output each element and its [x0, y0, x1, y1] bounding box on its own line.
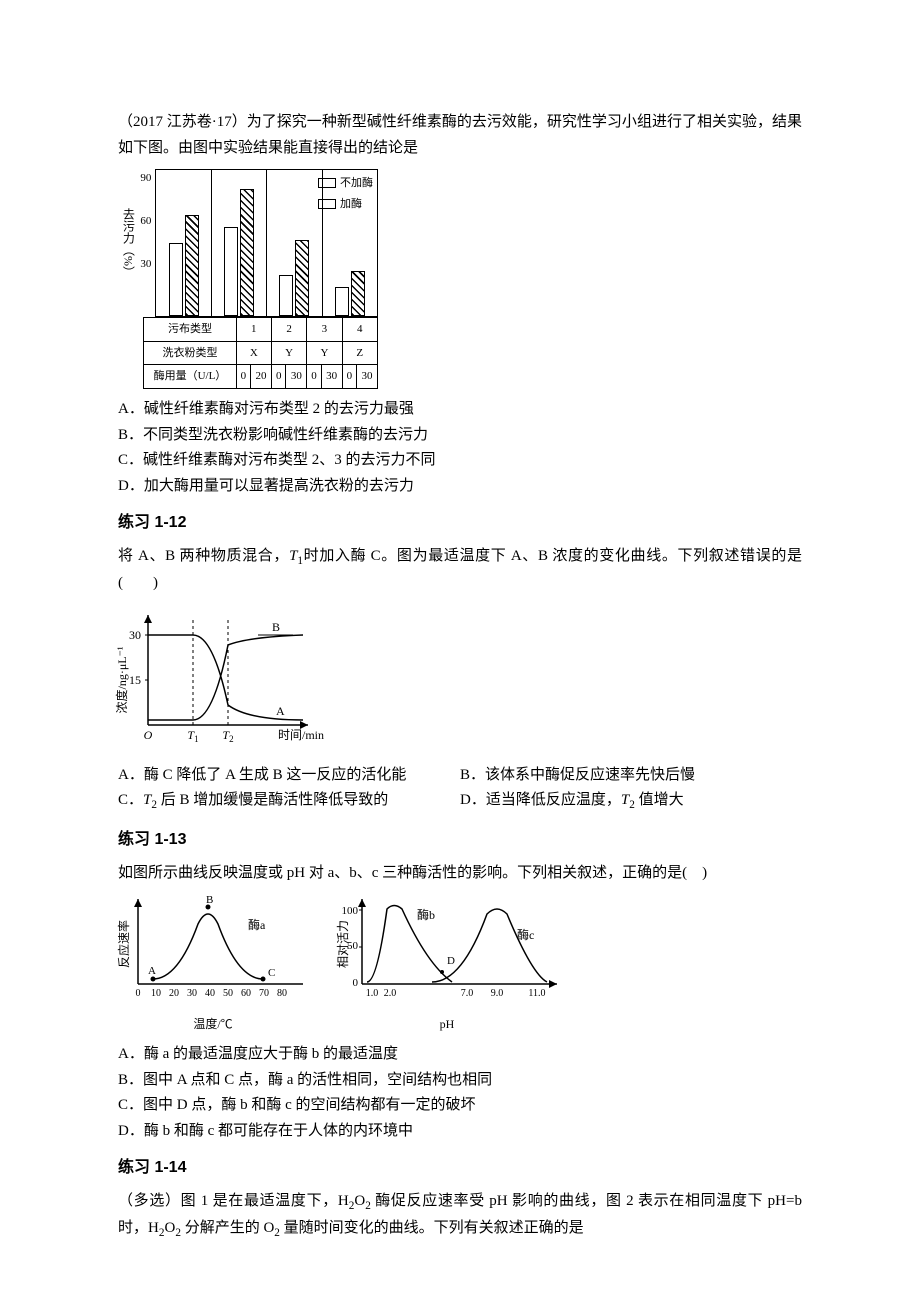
- svg-text:T2: T2: [222, 728, 233, 744]
- svg-text:0: 0: [353, 977, 359, 989]
- q3-chart-right: 酶b 酶c D 100 50 0 相对活力 1.0 2.0 7.0 9.0 11…: [332, 894, 562, 1034]
- ytick: 30: [140, 255, 151, 274]
- q3-opt-a: A．酶 a 的最适温度应大于酶 b 的最适温度: [118, 1042, 784, 1068]
- q2-options: A．酶 C 降低了 A 生成 B 这一反应的活化能 B．该体系中酶促反应速率先快…: [118, 763, 802, 816]
- q1-intro: （2017 江苏卷·17）为了探究一种新型碱性纤维素酶的去污效能，研究性学习小组…: [118, 110, 802, 161]
- svg-text:10: 10: [151, 988, 161, 999]
- q2-figure: B A 30 15 O T1 T2 时间/min 浓度/ng·μL⁻¹: [118, 605, 802, 755]
- q1-ylabel: 去污力（%）: [118, 169, 140, 317]
- q3-opt-b: B．图中 A 点和 C 点，酶 a 的活性相同，空间结构也相同: [118, 1068, 784, 1094]
- svg-text:11.0: 11.0: [528, 988, 545, 999]
- q3-opt-d: D．酶 b 和酶 c 都可能存在于人体的内环境中: [118, 1119, 784, 1145]
- text: 将 A、B 两种物质混合，: [118, 548, 289, 564]
- svg-text:100: 100: [342, 905, 359, 917]
- q3-chart-left: A B C 酶a 反应速率 0 10 20 30 40 50 60 70 80 …: [118, 894, 308, 1034]
- q3-title: 练习 1-13: [118, 826, 802, 853]
- svg-text:相对活力: 相对活力: [336, 920, 350, 968]
- q1-opt-b: B．不同类型洗衣粉影响碱性纤维素酶的去污力: [118, 423, 784, 449]
- q1-opt-d: D．加大酶用量可以显著提高洗衣粉的去污力: [118, 474, 784, 500]
- q1-opt-a: A．碱性纤维素酶对污布类型 2 的去污力最强: [118, 397, 784, 423]
- q1-bars: [156, 170, 377, 316]
- q2-opt-d: D．适当降低反应温度，T2 值增大: [460, 788, 802, 815]
- ytick: 60: [140, 212, 151, 231]
- q3-opt-c: C．图中 D 点，酶 b 和酶 c 的空间结构都有一定的破坏: [118, 1093, 784, 1119]
- svg-text:1.0: 1.0: [366, 988, 379, 999]
- svg-text:B: B: [206, 894, 213, 906]
- xlabel-ph: pH: [332, 1014, 562, 1034]
- q2-opt-c: C．T2 后 B 增加缓慢是酶活性降低导致的: [118, 788, 460, 815]
- svg-text:B: B: [272, 620, 280, 634]
- svg-text:酶c: 酶c: [517, 927, 534, 942]
- svg-text:酶b: 酶b: [417, 907, 435, 922]
- svg-text:酶a: 酶a: [248, 917, 266, 932]
- svg-text:9.0: 9.0: [491, 988, 504, 999]
- q1-yaxis: 90 60 30: [140, 169, 155, 317]
- q2-svg: B A 30 15 O T1 T2 时间/min 浓度/ng·μL⁻¹: [118, 605, 318, 745]
- svg-text:D: D: [447, 955, 455, 967]
- svg-text:30: 30: [129, 628, 141, 642]
- svg-text:A: A: [148, 965, 156, 977]
- svg-text:40: 40: [205, 988, 215, 999]
- q2-intro: 将 A、B 两种物质混合，T1时加入酶 C。图为最适温度下 A、B 浓度的变化曲…: [118, 544, 802, 597]
- svg-text:浓度/ng·μL⁻¹: 浓度/ng·μL⁻¹: [114, 646, 129, 713]
- svg-text:60: 60: [241, 988, 251, 999]
- q2-title: 练习 1-12: [118, 509, 802, 536]
- svg-text:2.0: 2.0: [384, 988, 397, 999]
- q3-figure: A B C 酶a 反应速率 0 10 20 30 40 50 60 70 80 …: [118, 894, 802, 1034]
- svg-text:C: C: [268, 967, 275, 979]
- q4-title: 练习 1-14: [118, 1154, 802, 1181]
- ytick-spacer: [149, 298, 152, 317]
- q3-options: A．酶 a 的最适温度应大于酶 b 的最适温度 B．图中 A 点和 C 点，酶 …: [118, 1042, 802, 1144]
- svg-text:T1: T1: [187, 728, 198, 744]
- q1-plot: 不加酶 加酶: [155, 169, 378, 317]
- ytick: 90: [140, 169, 151, 188]
- q2-opt-b: B．该体系中酶促反应速率先快后慢: [460, 763, 802, 789]
- q1-table: 污布类型1234洗衣粉类型XYYZ酶用量（U/L）020030030030: [143, 317, 378, 389]
- xlabel-temp: 温度/℃: [118, 1014, 308, 1034]
- svg-text:时间/min: 时间/min: [278, 728, 324, 742]
- svg-text:0: 0: [136, 988, 141, 999]
- q3-intro: 如图所示曲线反映温度或 pH 对 a、b、c 三种酶活性的影响。下列相关叙述，正…: [118, 861, 802, 887]
- svg-text:反应速率: 反应速率: [116, 920, 131, 968]
- svg-text:80: 80: [277, 988, 287, 999]
- svg-text:30: 30: [187, 988, 197, 999]
- svg-text:20: 20: [169, 988, 179, 999]
- svg-text:A: A: [276, 704, 285, 718]
- q2-opt-a: A．酶 C 降低了 A 生成 B 这一反应的活化能: [118, 763, 460, 789]
- svg-text:O: O: [144, 728, 153, 742]
- q1-figure: 去污力（%） 90 60 30 不加酶 加酶 污布类型1234洗衣粉类型XYYZ…: [118, 169, 802, 389]
- q1-opt-c: C．碱性纤维素酶对污布类型 2、3 的去污力不同: [118, 448, 784, 474]
- svg-text:50: 50: [223, 988, 233, 999]
- svg-text:7.0: 7.0: [461, 988, 474, 999]
- svg-text:70: 70: [259, 988, 269, 999]
- svg-text:15: 15: [129, 673, 141, 687]
- q1-options: A．碱性纤维素酶对污布类型 2 的去污力最强 B．不同类型洗衣粉影响碱性纤维素酶…: [118, 397, 802, 499]
- q4-intro: （多选）图 1 是在最适温度下，H2O2 酶促反应速率受 pH 影响的曲线，图 …: [118, 1189, 802, 1243]
